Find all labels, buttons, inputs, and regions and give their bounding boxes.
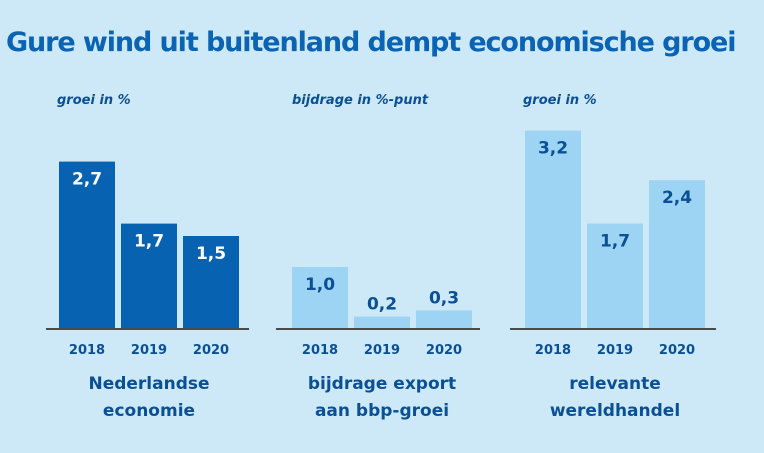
value-label: 2,7 (72, 170, 102, 190)
bar (649, 180, 705, 329)
bar (183, 236, 239, 329)
value-label: 1,7 (600, 232, 630, 252)
value-label: 1,7 (134, 232, 164, 252)
x-axis-label: relevante (569, 374, 661, 394)
x-tick-label: 2019 (131, 343, 167, 358)
unit-label: bijdrage in %-punt (292, 93, 429, 108)
value-label: 1,0 (305, 275, 335, 295)
x-tick-label: 2018 (302, 343, 338, 358)
bar (587, 223, 643, 329)
bar (121, 223, 177, 329)
value-label: 3,2 (538, 139, 568, 159)
x-tick-label: 2018 (535, 343, 571, 358)
bar (416, 310, 472, 329)
unit-label: groei in % (523, 93, 597, 108)
x-axis-label: wereldhandel (550, 401, 680, 421)
value-label: 0,2 (367, 295, 397, 315)
x-axis-label: aan bbp-groei (315, 401, 449, 421)
bar (525, 130, 581, 329)
x-tick-label: 2019 (597, 343, 633, 358)
bar (59, 161, 115, 329)
chart-title: Gure wind uit buitenland dempt economisc… (6, 27, 737, 58)
bar (292, 267, 348, 329)
x-tick-label: 2020 (659, 343, 695, 358)
bar (354, 316, 410, 329)
value-label: 2,4 (662, 188, 692, 208)
x-tick-label: 2018 (69, 343, 105, 358)
x-tick-label: 2020 (426, 343, 462, 358)
x-axis-label: Nederlandse (88, 374, 209, 394)
value-label: 0,3 (429, 288, 459, 308)
x-axis-label: economie (103, 401, 195, 421)
x-tick-label: 2019 (364, 343, 400, 358)
x-axis-label: bijdrage export (308, 374, 456, 394)
unit-label: groei in % (57, 93, 131, 108)
x-tick-label: 2020 (193, 343, 229, 358)
value-label: 1,5 (196, 244, 226, 264)
